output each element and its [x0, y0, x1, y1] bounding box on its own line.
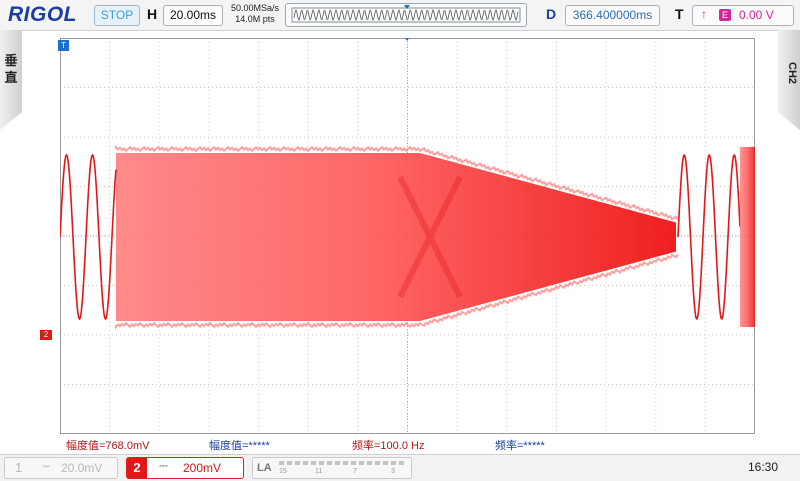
sine-burst-left	[59, 153, 117, 321]
horizontal-delay-value[interactable]: 366.400000ms	[565, 5, 660, 26]
waveform-envelope	[116, 153, 676, 321]
channel-2-waveform	[59, 144, 755, 330]
waveform-display[interactable]: T	[58, 35, 756, 435]
delay-label: D	[546, 6, 557, 22]
logic-channel-dot	[335, 461, 340, 465]
logic-channel-dot	[375, 461, 380, 465]
logic-channel-15: 15	[279, 468, 287, 475]
channel-1-scale: 20.0mV	[61, 461, 103, 475]
channel-status-bar: 1 ∼ 20.0mV 2 ⎓ 200mV LA 15 11 7 3 16:30	[0, 454, 800, 481]
trigger-level-value: 0.00 V	[739, 8, 774, 22]
memory-overview-bar[interactable]	[285, 3, 527, 27]
run-stop-status[interactable]: STOP	[94, 5, 140, 26]
logic-channel-dot	[383, 461, 388, 465]
vertical-menu-tab[interactable]	[0, 30, 22, 130]
logic-channel-dot	[319, 461, 324, 465]
logic-channel-dot	[327, 461, 332, 465]
logic-channel-dot	[295, 461, 300, 465]
system-clock: 16:30	[748, 460, 779, 474]
trigger-level-marker[interactable]: T	[58, 40, 69, 51]
measurement-amplitude-ch1: 幅度值=*****	[209, 440, 270, 452]
vertical-menu-tab-label: 垂直	[4, 53, 18, 85]
trigger-source-badge: E	[719, 9, 731, 21]
logic-channel-dot	[279, 461, 284, 465]
measurement-frequency-ch1: 频率=*****	[495, 440, 545, 452]
memory-depth: 14.0M pts	[235, 14, 275, 24]
channel-2-scale: 200mV	[183, 461, 222, 475]
sample-rate: 50.00MSa/s	[230, 3, 280, 13]
measurement-amplitude-ch2: 幅度值=768.0mV	[66, 440, 150, 452]
envelope-bottom-edge	[115, 253, 679, 330]
logic-channel-dot	[343, 461, 348, 465]
top-status-bar: RIGOL STOP H 20.00ms 50.00MSa/s 14.0M pt…	[0, 0, 800, 31]
channel-1-status[interactable]: 1 ∼ 20.0mV	[4, 457, 118, 479]
envelope-top-edge	[115, 144, 679, 221]
rigol-logo: RIGOL	[8, 3, 77, 26]
timebase-value[interactable]: 20.00ms	[163, 5, 223, 26]
timebase-label: H	[147, 6, 158, 22]
trigger-settings[interactable]: ↑ E 0.00 V	[692, 5, 794, 26]
logic-channel-11: 11	[315, 468, 323, 475]
trigger-position-marker-icon	[404, 5, 410, 9]
channel-2-status[interactable]: 2 ⎓ 200mV	[126, 457, 244, 479]
rising-edge-icon: ↑	[701, 7, 707, 21]
channel-2-ground-marker[interactable]: 2	[40, 330, 52, 340]
sine-burst-right	[677, 154, 741, 320]
ac-coupling-icon: ∼	[41, 459, 52, 473]
trigger-label: T	[675, 6, 684, 22]
logic-channel-dot	[367, 461, 372, 465]
logic-channel-dot	[399, 461, 404, 465]
dc-coupling-icon: ⎓	[159, 460, 168, 472]
logic-channel-dot	[311, 461, 316, 465]
logic-channel-indicators	[279, 461, 404, 465]
channel-2-number: 2	[127, 458, 147, 478]
logic-channel-7: 7	[353, 468, 357, 475]
memory-overview-waveform	[291, 5, 521, 23]
channel-1-number: 1	[15, 460, 23, 475]
logic-analyzer-status[interactable]: LA 15 11 7 3	[252, 457, 412, 479]
logic-channel-dot	[359, 461, 364, 465]
envelope-crossover-pattern	[397, 175, 463, 299]
logic-channel-dot	[303, 461, 308, 465]
channel-menu-tab[interactable]	[778, 30, 800, 130]
channel-menu-tab-label: CH2	[786, 62, 798, 85]
logic-channel-dot	[287, 461, 292, 465]
logic-analyzer-label: LA	[257, 462, 272, 474]
logic-channel-3: 3	[391, 468, 395, 475]
waveform-tail-block	[740, 147, 755, 327]
measurement-frequency-ch2: 频率=100.0 Hz	[352, 440, 425, 452]
waveform-canvas	[59, 35, 756, 435]
logic-channel-dot	[391, 461, 396, 465]
logic-channel-dot	[351, 461, 356, 465]
